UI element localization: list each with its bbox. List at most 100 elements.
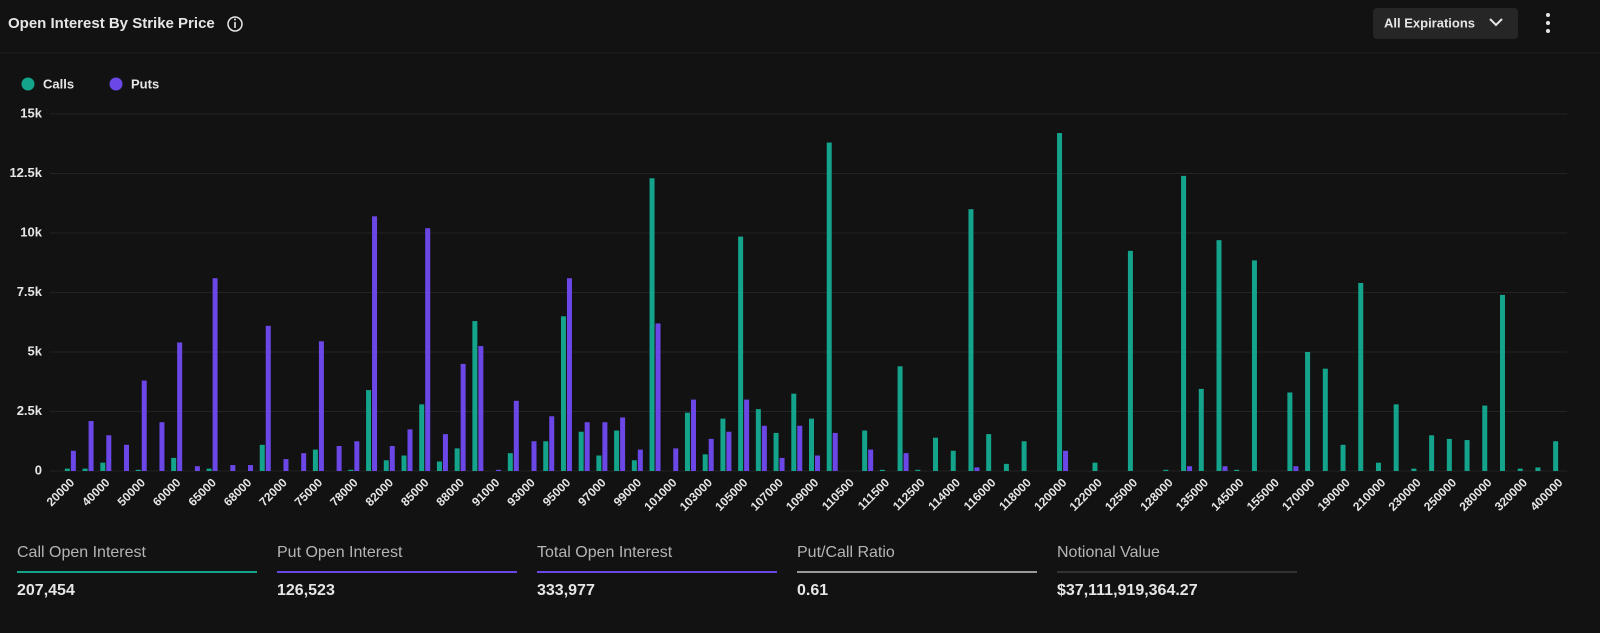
- stat-label: Call Open Interest: [17, 544, 147, 561]
- bar: [578, 431, 584, 471]
- bar: [761, 425, 767, 471]
- bar: [354, 441, 360, 471]
- y-tick-label: 0: [35, 462, 42, 477]
- bar: [738, 236, 744, 471]
- info-icon[interactable]: [227, 16, 243, 32]
- stat-value: 0.61: [797, 582, 828, 599]
- bar: [1127, 250, 1133, 471]
- expiration-dropdown[interactable]: All Expirations: [1373, 8, 1518, 39]
- bar: [318, 341, 324, 471]
- bar: [708, 438, 714, 471]
- menu-dot: [1546, 13, 1550, 17]
- bar: [1393, 404, 1399, 471]
- bar: [1322, 368, 1328, 471]
- bar: [655, 323, 661, 471]
- bar: [407, 429, 413, 471]
- y-tick-label: 2.5k: [17, 403, 43, 418]
- bar: [602, 422, 608, 471]
- bar: [348, 469, 354, 471]
- legend-label: Calls: [43, 76, 74, 91]
- bar: [773, 432, 779, 471]
- bar: [1063, 450, 1069, 471]
- bar: [755, 409, 761, 471]
- bar: [88, 421, 94, 471]
- y-tick-label: 7.5k: [17, 284, 43, 299]
- bar: [720, 418, 726, 471]
- bar: [1553, 441, 1559, 471]
- bar: [1234, 469, 1240, 471]
- bar: [986, 434, 992, 471]
- dropdown-chevron: [1489, 18, 1503, 27]
- bar: [809, 418, 814, 471]
- bar: [684, 412, 690, 471]
- stat-label: Put Open Interest: [277, 544, 403, 561]
- bar: [436, 461, 442, 471]
- bar: [744, 399, 750, 471]
- bar: [815, 455, 820, 471]
- menu-dot: [1546, 29, 1550, 33]
- bar: [897, 366, 903, 471]
- bar: [1499, 294, 1505, 471]
- info-circle: [227, 16, 243, 32]
- bar: [64, 468, 70, 471]
- bar: [1187, 466, 1193, 471]
- menu-button[interactable]: [1546, 13, 1550, 33]
- bar: [832, 432, 838, 471]
- bar: [100, 462, 106, 471]
- bar: [903, 453, 909, 471]
- bar: [419, 404, 425, 471]
- bar: [1375, 462, 1381, 471]
- bar: [933, 437, 939, 471]
- bar: [968, 209, 974, 471]
- bar: [1340, 444, 1346, 471]
- bar: [507, 453, 513, 471]
- bar: [248, 465, 254, 471]
- legend-swatch: [109, 77, 123, 91]
- dropdown-bg: [1373, 8, 1518, 39]
- bar: [950, 450, 956, 471]
- bar: [171, 457, 177, 471]
- bar: [177, 342, 183, 471]
- bar: [230, 465, 236, 471]
- bar: [1057, 133, 1063, 472]
- stat-label: Put/Call Ratio: [797, 544, 895, 561]
- bar: [702, 454, 708, 471]
- bar: [726, 431, 732, 471]
- bar: [301, 453, 307, 471]
- bar: [194, 466, 200, 471]
- bar: [159, 422, 165, 471]
- y-tick-label: 5k: [28, 343, 43, 358]
- bar: [637, 449, 643, 471]
- bar: [1021, 441, 1027, 471]
- bar: [389, 446, 395, 471]
- bar: [1535, 467, 1541, 471]
- bar: [312, 449, 318, 471]
- bar: [70, 450, 76, 471]
- bar: [425, 228, 431, 471]
- bar: [454, 448, 460, 471]
- bar: [566, 278, 572, 471]
- bar: [614, 430, 620, 471]
- bar: [862, 430, 868, 471]
- bar: [631, 460, 637, 471]
- stat-value: 207,454: [17, 582, 75, 599]
- bar: [1222, 466, 1228, 471]
- bar: [690, 399, 696, 471]
- bar: [82, 468, 88, 471]
- bar: [673, 448, 679, 471]
- bar: [513, 400, 519, 471]
- legend-label: Puts: [131, 76, 159, 91]
- bar: [1198, 388, 1204, 471]
- bar: [1251, 260, 1257, 471]
- bar: [1482, 405, 1488, 471]
- bar: [791, 393, 797, 471]
- bar: [879, 469, 885, 471]
- bar: [1181, 175, 1187, 471]
- bar: [549, 416, 555, 471]
- bar: [383, 460, 389, 471]
- chart-title: Open Interest By Strike Price: [8, 15, 215, 32]
- bar: [649, 178, 655, 471]
- info-dot: [234, 18, 236, 21]
